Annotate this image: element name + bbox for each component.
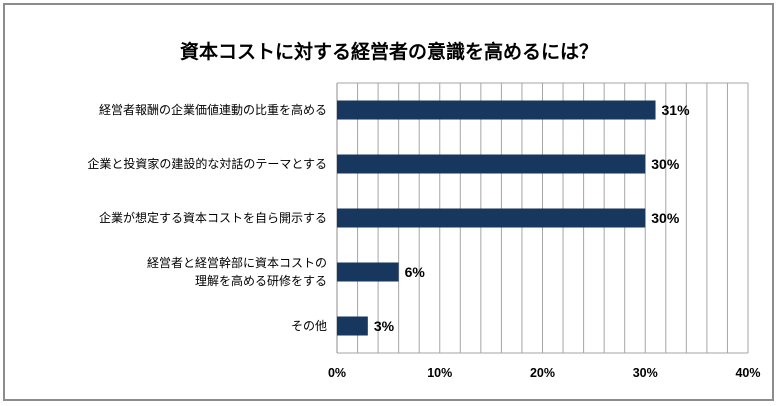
category-label: 経営者と経営幹部に資本コストの: [147, 255, 327, 270]
x-tick-label: 20%: [530, 366, 555, 380]
chart-title: 資本コストに対する経営者の意識を高めるには？: [180, 40, 598, 63]
bar: [337, 208, 646, 228]
data-label: 3%: [374, 318, 395, 334]
data-label: 31%: [662, 102, 691, 118]
category-label: その他: [291, 319, 327, 333]
category-label: 企業と投資家の建設的な対話のテーマとする: [87, 156, 327, 171]
data-label: 30%: [651, 210, 680, 226]
x-tick-label: 30%: [633, 366, 658, 380]
category-label: 理解を高める研修をする: [195, 273, 327, 288]
bar: [337, 154, 646, 174]
category-label: 経営者報酬の企業価値連動の比重を高める: [99, 102, 327, 117]
data-label: 30%: [651, 156, 680, 172]
x-tick-label: 10%: [427, 366, 452, 380]
bar: [337, 316, 368, 336]
data-label: 6%: [405, 264, 426, 280]
category-label: 企業が想定する資本コストを自ら開示する: [99, 210, 327, 225]
x-tick-label: 0%: [328, 366, 346, 380]
bar: [337, 100, 656, 120]
x-tick-label: 40%: [735, 366, 760, 380]
bar: [337, 262, 399, 282]
